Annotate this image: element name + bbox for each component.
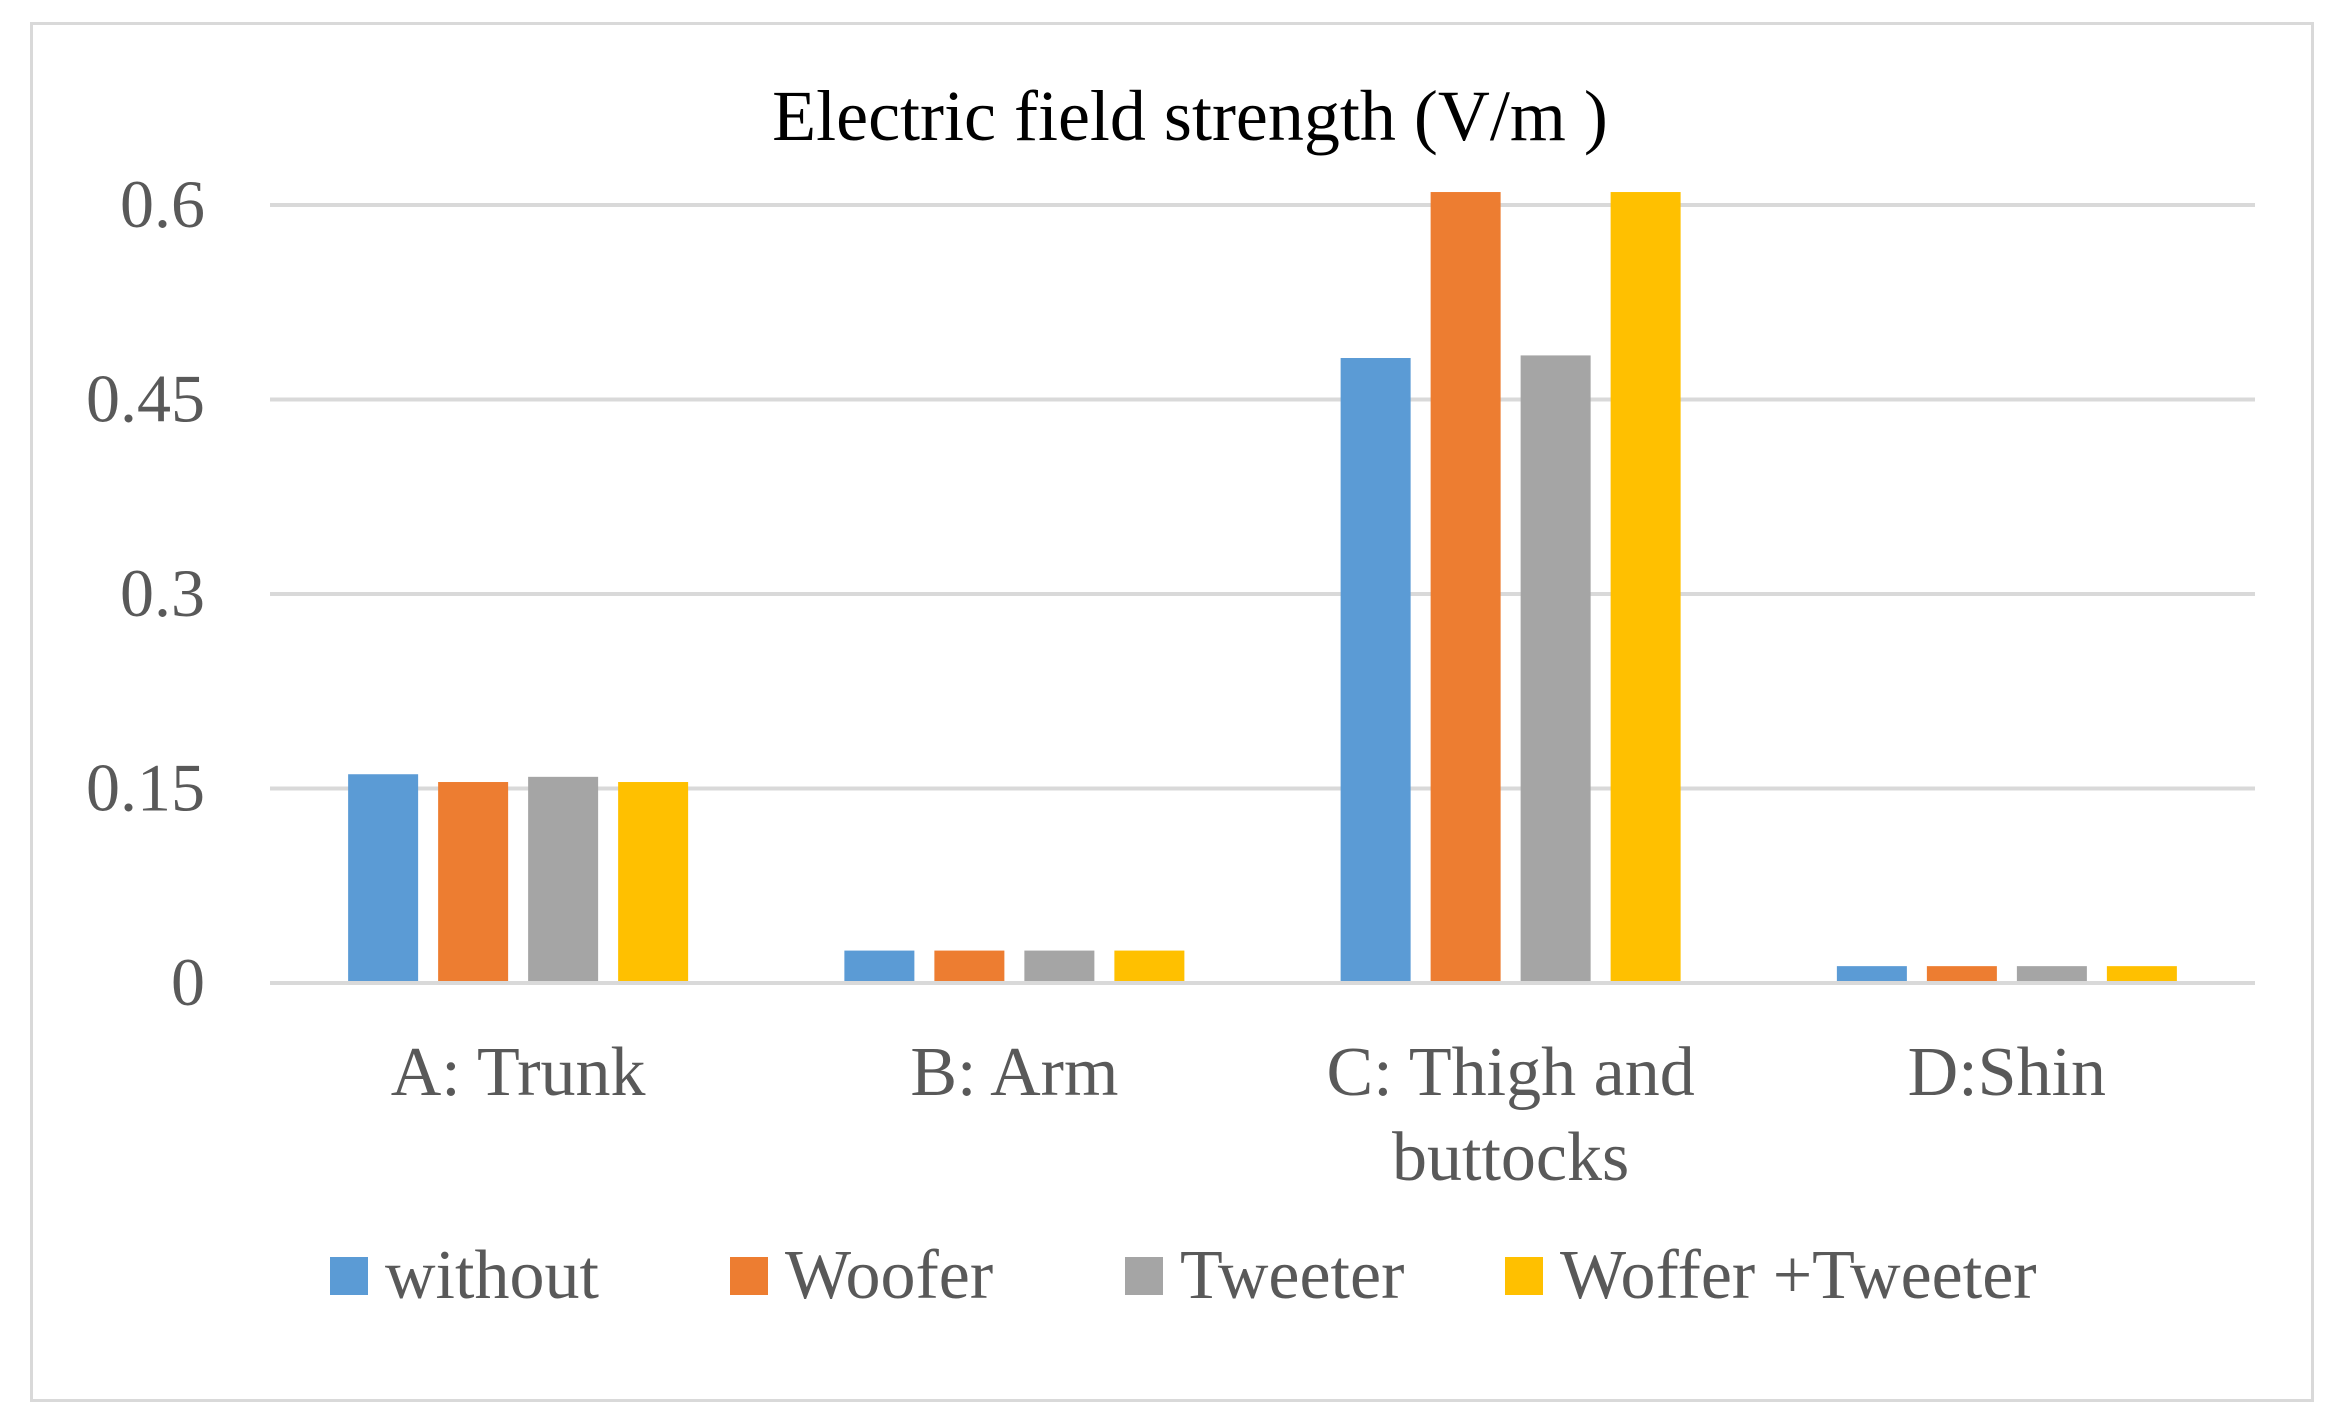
bar-woofer-2: [1430, 192, 1501, 984]
bar-tweeter-0: [528, 776, 599, 983]
category-label: B: Arm: [910, 1034, 1118, 1111]
bar-tweeter-1: [1024, 950, 1095, 983]
y-tick-label: 0.45: [86, 361, 205, 437]
legend-item-tweeter[interactable]: Tweeter: [1125, 1237, 1404, 1314]
bar-without-2: [1340, 358, 1411, 983]
bar-without-0: [348, 774, 419, 983]
legend-label: without: [385, 1237, 599, 1314]
bar-without-3: [1836, 966, 1907, 983]
legend-label: Tweeter: [1180, 1237, 1404, 1314]
category-labels: A: Trunk B: Arm C: Thigh and buttocks D:Shin: [391, 1034, 2106, 1196]
legend-item-woofer[interactable]: Woofer: [730, 1237, 993, 1314]
legend-item-without[interactable]: without: [330, 1237, 599, 1314]
bar-woofer-3: [1926, 966, 1997, 983]
gridlines: [270, 203, 2255, 791]
category-label: buttocks: [1392, 1119, 1629, 1196]
legend-swatch: [1505, 1257, 1543, 1295]
legend-item-woffer-tweeter[interactable]: Woffer +Tweeter: [1505, 1237, 2037, 1314]
category-label: A: Trunk: [391, 1034, 646, 1111]
bar-woffer-tweeter-0: [618, 782, 689, 983]
bar-tweeter-3: [2016, 966, 2087, 983]
bars: [348, 192, 2177, 984]
y-tick-label: 0.6: [120, 166, 205, 242]
bar-woofer-1: [934, 950, 1005, 983]
legend-label: Woofer: [785, 1237, 993, 1314]
bar-woffer-tweeter-1: [1114, 950, 1185, 983]
bar-woofer-0: [438, 782, 509, 983]
chart-frame: [30, 22, 2314, 1402]
y-tick-label: 0.15: [86, 750, 205, 826]
y-axis-ticks: 0 0.15 0.3 0.45 0.6: [86, 166, 205, 1020]
bar-tweeter-2: [1520, 355, 1591, 983]
legend-swatch: [730, 1257, 768, 1295]
bar-woffer-tweeter-3: [2106, 966, 2177, 983]
chart-title: Electric field strength (V/m ): [772, 76, 1608, 156]
legend[interactable]: without Woofer Tweeter Woffer +Tweeter: [330, 1237, 2037, 1314]
legend-swatch: [1125, 1257, 1163, 1295]
category-label: D:Shin: [1908, 1034, 2106, 1111]
bar-without-1: [844, 950, 915, 983]
y-tick-label: 0: [171, 944, 205, 1020]
legend-swatch: [330, 1257, 368, 1295]
legend-label: Woffer +Tweeter: [1560, 1237, 2037, 1314]
bar-woffer-tweeter-2: [1610, 192, 1681, 984]
category-label: C: Thigh and: [1327, 1034, 1695, 1111]
y-tick-label: 0.3: [120, 555, 205, 631]
